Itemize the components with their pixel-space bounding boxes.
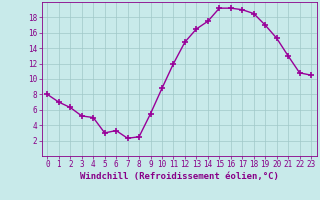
X-axis label: Windchill (Refroidissement éolien,°C): Windchill (Refroidissement éolien,°C) [80,172,279,181]
